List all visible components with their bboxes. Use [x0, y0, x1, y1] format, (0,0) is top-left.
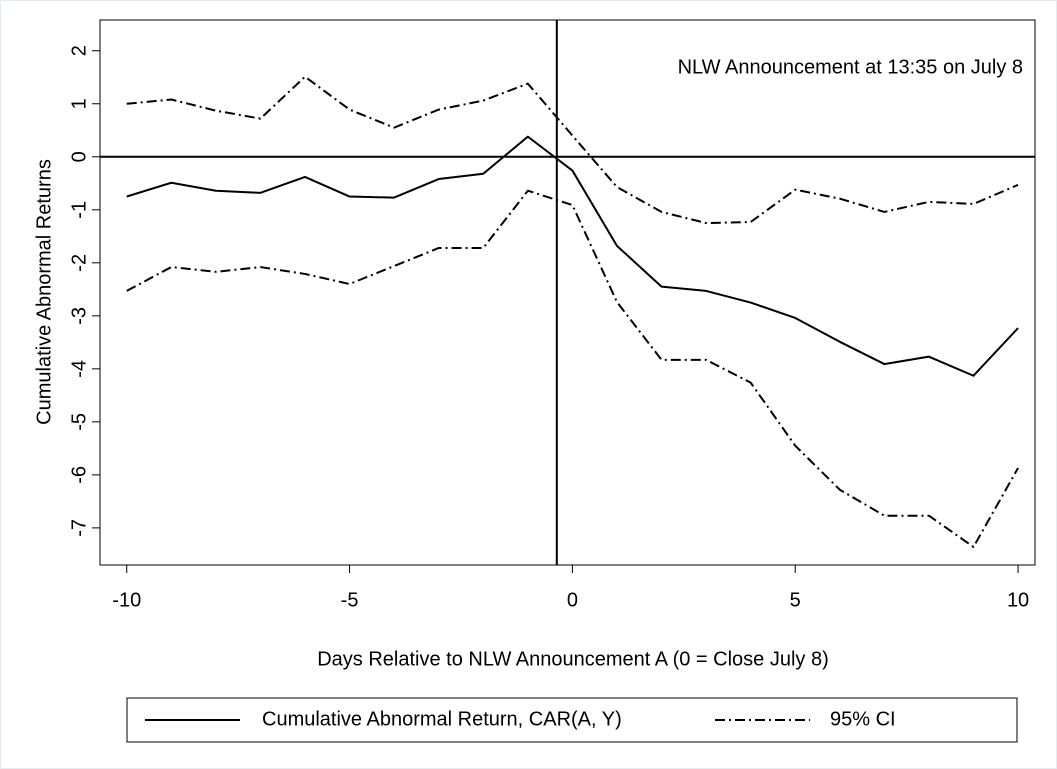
legend-label: Cumulative Abnormal Return, CAR(A, Y)	[262, 708, 622, 730]
y-axis-title: Cumulative Abnormal Returns	[33, 159, 55, 425]
y-tick-label: -3	[68, 307, 90, 325]
plot-area	[99, 19, 1036, 566]
y-tick-label: -1	[68, 201, 90, 219]
y-tick-label: -4	[68, 360, 90, 378]
y-tick-label: -2	[68, 254, 90, 272]
x-axis-title: Days Relative to NLW Announcement A (0 =…	[317, 648, 829, 670]
x-tick-label: -10	[112, 589, 141, 611]
car-line	[126, 135, 1019, 377]
x-tick-label: 0	[567, 589, 578, 611]
x-tick-label: 5	[790, 589, 801, 611]
y-tick-label: 0	[68, 151, 90, 162]
legend	[126, 697, 1018, 743]
annotation: NLW Announcement at 13:35 on July 8	[678, 56, 1023, 78]
ci-lower-line	[126, 189, 1019, 548]
y-tick-label: -7	[68, 519, 90, 537]
y-tick-label: -6	[68, 466, 90, 484]
y-tick-label: 2	[68, 45, 90, 56]
legend-label: 95% CI	[830, 708, 896, 730]
y-tick-label: 1	[68, 98, 90, 109]
x-tick-label: 10	[1007, 589, 1029, 611]
y-tick-label: -5	[68, 413, 90, 431]
x-tick-label: -5	[341, 589, 359, 611]
